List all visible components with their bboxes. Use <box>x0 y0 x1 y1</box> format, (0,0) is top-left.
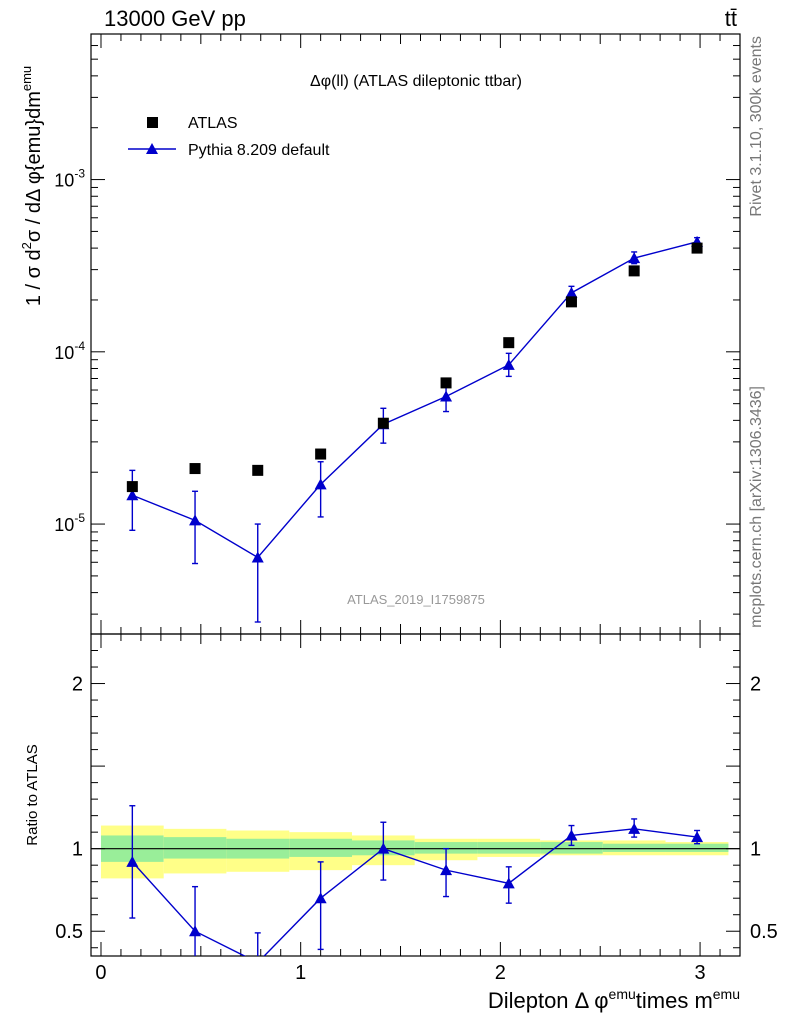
pythia-point <box>314 478 327 490</box>
ratio-panel: Ratio to ATLAS 0.5 0.5 1 1 2 2 0 1 2 3 Dilepton Δ… <box>24 633 778 1013</box>
x-tick-label: 0 <box>95 962 106 984</box>
main-y-tick-label: 10-5 <box>54 511 85 535</box>
main-y-axis-label: 1 / σ d2σ / dΔ φ{emu}dmemu <box>19 66 45 306</box>
ratio-y-tick-label: 0.5 <box>55 921 83 943</box>
x-tick-label: 2 <box>495 962 506 984</box>
ratio-inner-band <box>477 842 541 854</box>
main-plot-title: Δφ(ll) (ATLAS dileptonic ttbar) <box>310 73 522 90</box>
ratio-inner-band <box>163 837 227 859</box>
ratio-y-tick-label: 2 <box>72 674 83 696</box>
pythia-point <box>565 286 578 298</box>
main-data-marks <box>126 235 704 623</box>
ratio-y-tick-label: 1 <box>72 839 83 861</box>
analysis-watermark: ATLAS_2019_I1759875 <box>347 592 485 607</box>
header-final-state-label: tt̄ <box>724 6 737 31</box>
main-y-tick-label: 10-3 <box>54 167 85 191</box>
ratio-data-marks <box>126 805 704 968</box>
x-axis-label: Dilepton Δ φemutimes memu <box>488 986 740 1013</box>
ratio-inner-band <box>414 842 478 854</box>
ratio-point <box>691 831 704 843</box>
x-tick-label: 3 <box>694 962 705 984</box>
pythia-point <box>251 551 264 563</box>
ratio-y-tick-label-right: 2 <box>750 674 761 696</box>
x-tick-label: 1 <box>295 962 306 984</box>
ratio-line <box>131 828 698 956</box>
ratio-y-tick-label-right: 0.5 <box>750 921 778 943</box>
ratio-y-axis-label: Ratio to ATLAS <box>24 744 41 845</box>
main-axis-ticks: 10-5 10-4 10-3 <box>54 33 740 634</box>
ratio-point <box>377 842 390 854</box>
ratio-point <box>565 829 578 841</box>
ratio-plot-frame <box>90 633 741 957</box>
ratio-inner-band <box>602 843 666 852</box>
legend-label-atlas: ATLAS <box>188 115 238 132</box>
ratio-clipped-group <box>126 805 704 968</box>
ratio-point <box>440 864 453 876</box>
header-process-label: 13000 GeV pp <box>104 6 246 31</box>
ratio-inner-band <box>289 838 352 857</box>
pythia-line <box>132 241 698 559</box>
main-y-tick-exponent: -5 <box>74 511 85 525</box>
atlas-point <box>628 265 640 277</box>
main-y-tick-exponent: -4 <box>74 339 85 353</box>
ratio-point <box>628 822 641 834</box>
legend: ATLAS Pythia 8.209 default <box>128 115 330 159</box>
pythia-point <box>126 489 139 501</box>
atlas-point <box>126 481 138 493</box>
legend-marker-atlas <box>147 117 158 128</box>
pythia-point <box>440 390 453 402</box>
legend-marker-pythia <box>146 143 158 154</box>
pythia-point <box>502 358 515 370</box>
main-panel: Δφ(ll) (ATLAS dileptonic ttbar) ATLAS_20… <box>19 33 741 635</box>
ratio-point <box>314 892 327 904</box>
ratio-inner-band <box>665 843 729 852</box>
ratio-y-tick-label-right: 1 <box>750 839 761 861</box>
ratio-point <box>189 925 202 937</box>
ratio-point <box>502 877 515 889</box>
pythia-point <box>189 514 202 526</box>
atlas-point <box>252 464 264 476</box>
atlas-point <box>440 377 452 389</box>
atlas-point <box>377 417 389 429</box>
legend-label-pythia: Pythia 8.209 default <box>188 142 330 159</box>
main-y-tick-exponent: -3 <box>74 167 85 181</box>
atlas-point <box>503 337 515 349</box>
main-y-tick-label: 10-4 <box>54 339 85 363</box>
ratio-axis-ticks: 0.5 0.5 1 1 2 2 0 1 2 3 <box>55 634 778 984</box>
ratio-point <box>252 957 264 968</box>
svg-text:1 / σ d2σ / dΔ φ{emu}dmemu: 1 / σ d2σ / dΔ φ{emu}dmemu <box>19 66 45 306</box>
atlas-point <box>315 448 327 460</box>
atlas-point <box>189 463 201 475</box>
ratio-inner-band <box>540 842 603 854</box>
atlas-point <box>691 242 703 254</box>
pythia-point <box>628 252 641 264</box>
ratio-point <box>126 855 139 867</box>
atlas-point <box>565 296 577 308</box>
